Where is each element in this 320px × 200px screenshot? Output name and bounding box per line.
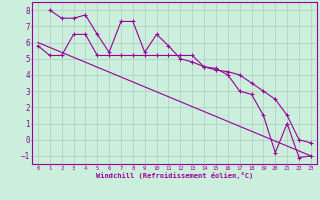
X-axis label: Windchill (Refroidissement éolien,°C): Windchill (Refroidissement éolien,°C) — [96, 172, 253, 179]
